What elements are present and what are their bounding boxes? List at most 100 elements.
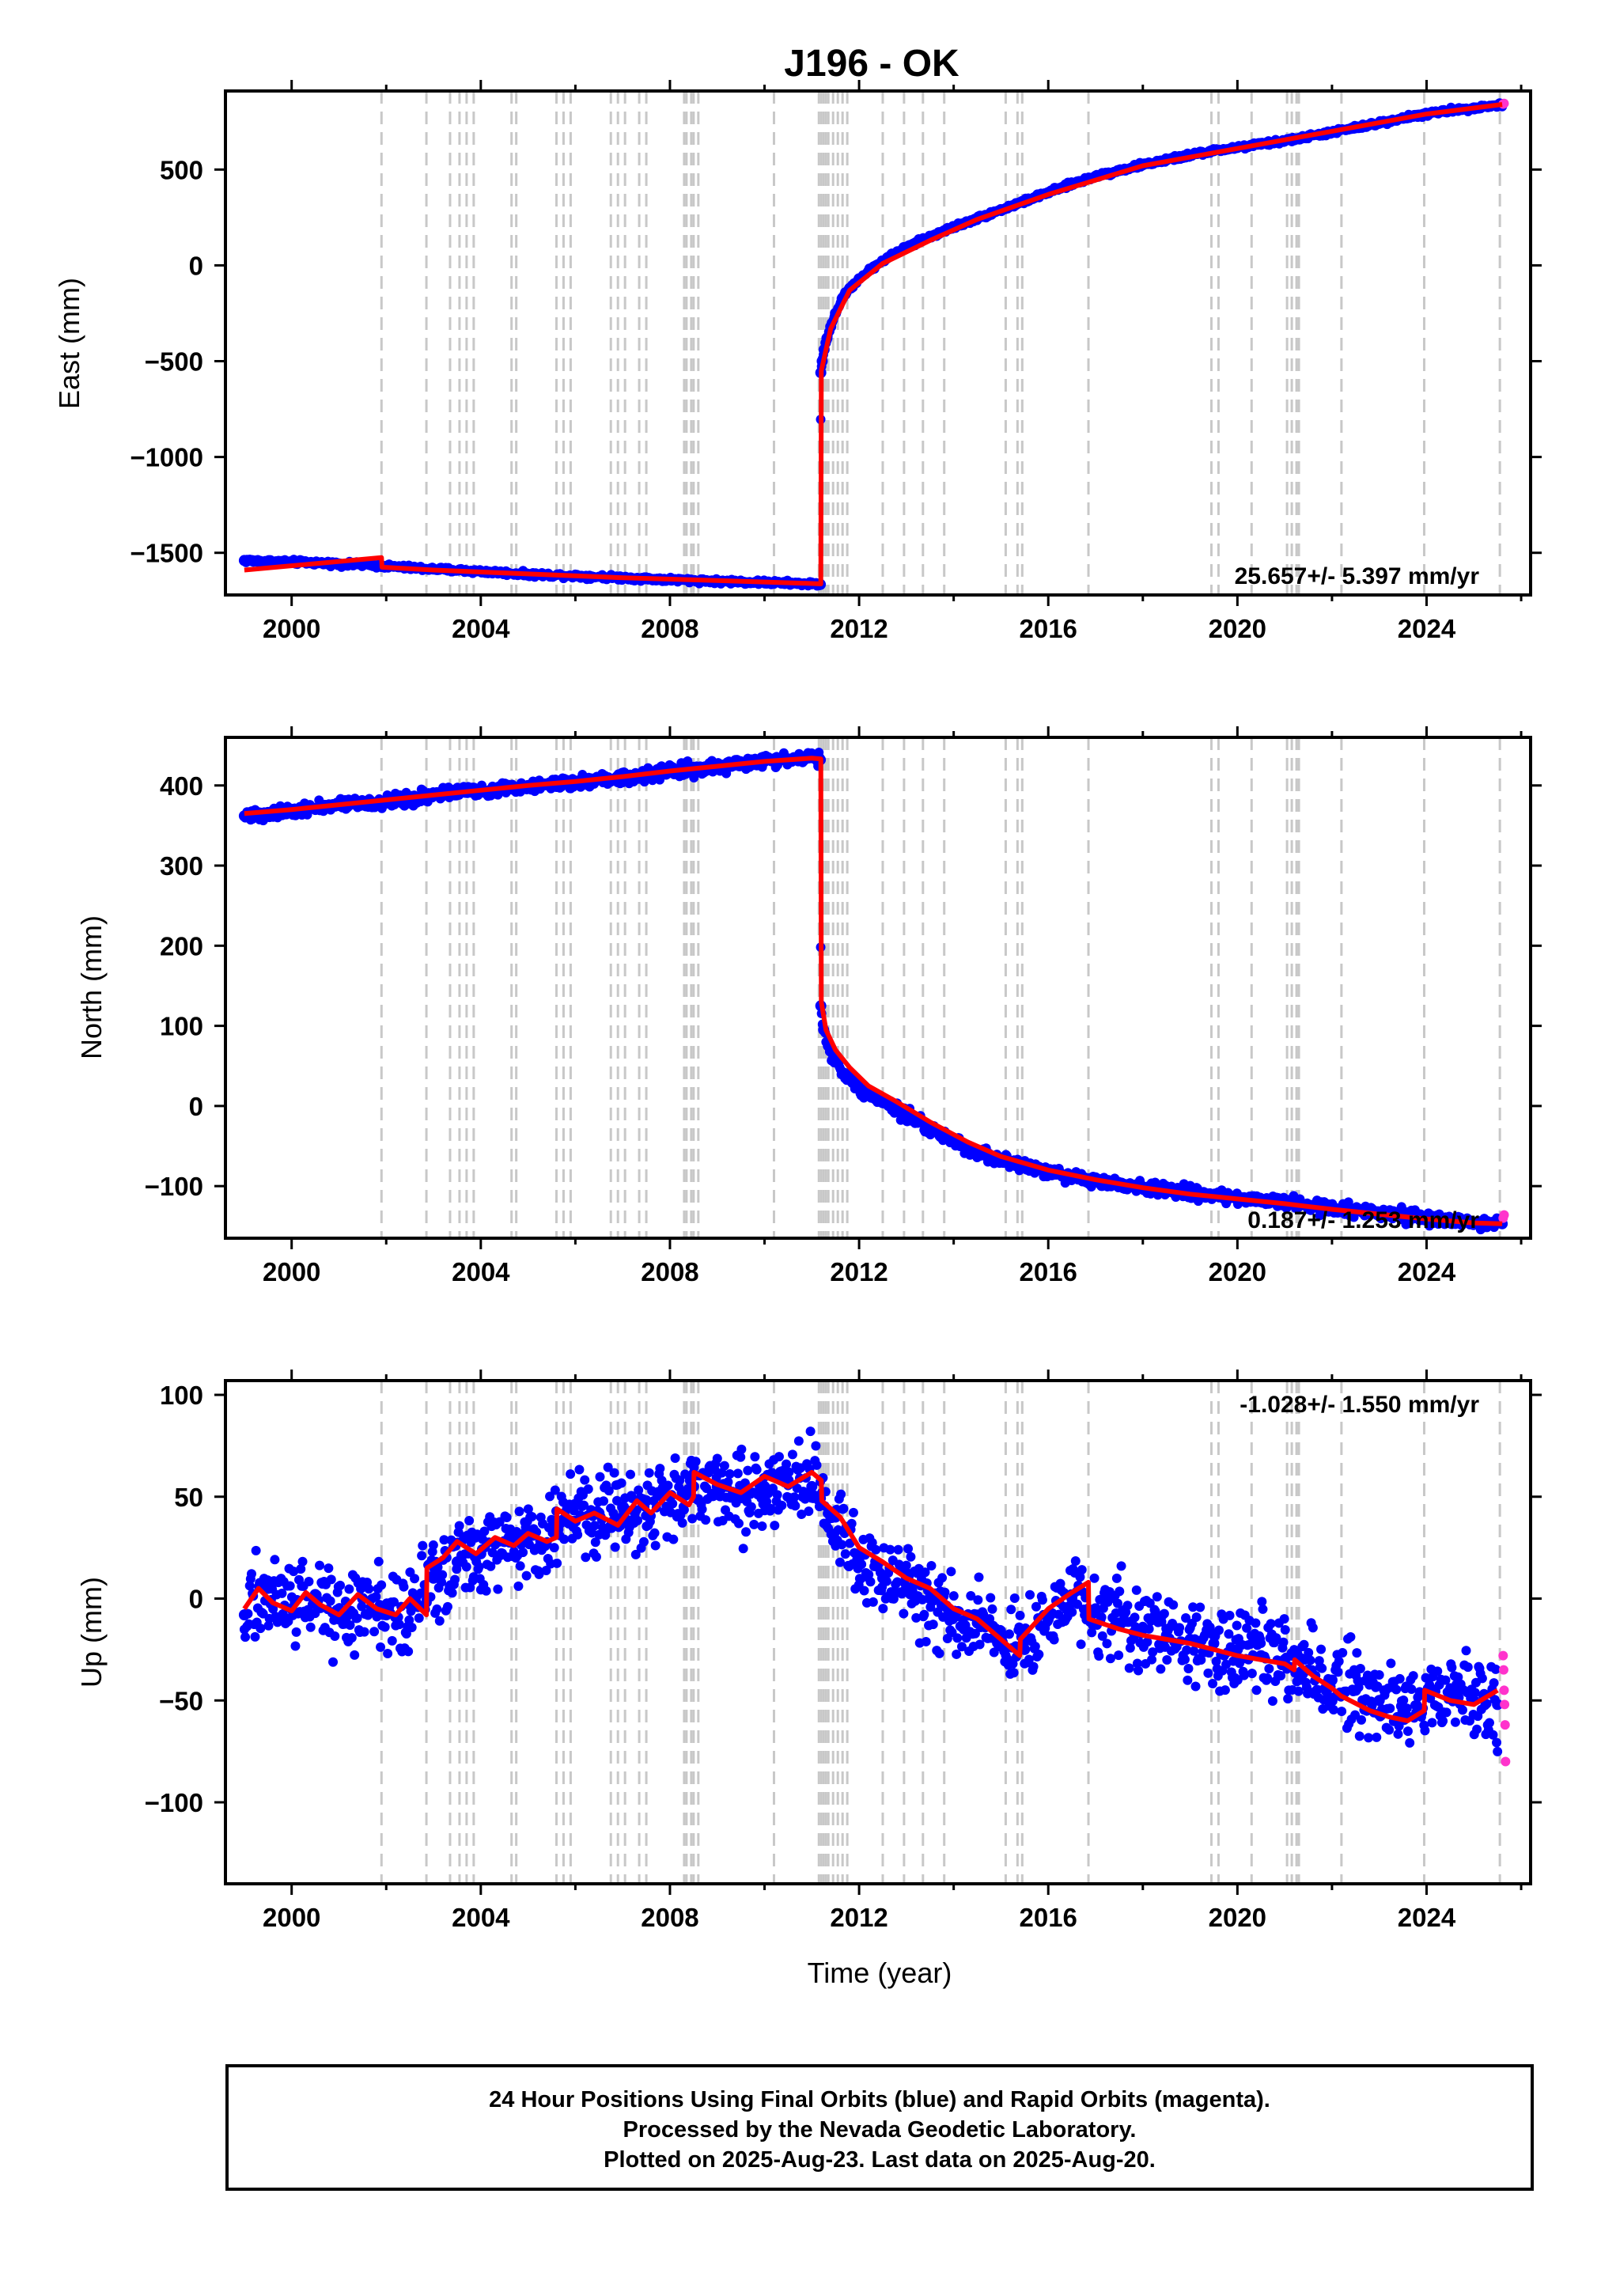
final-orbit-point: [515, 1561, 525, 1571]
final-orbit-point: [774, 1452, 784, 1462]
final-orbit-point: [1054, 1609, 1064, 1620]
y-tick-label: 100: [160, 1381, 203, 1410]
final-orbit-point: [1472, 1724, 1482, 1734]
final-orbit-point: [1447, 1662, 1457, 1673]
final-orbit-point: [1043, 1613, 1054, 1625]
final-orbit-point: [527, 1511, 537, 1521]
y-tick-label: 300: [160, 851, 203, 881]
final-orbit-point: [924, 1593, 936, 1605]
final-orbit-point: [749, 1519, 759, 1529]
x-tick-label: 2020: [1209, 1903, 1266, 1932]
x-tick-label: 2012: [830, 1903, 888, 1932]
x-tick-label: 2016: [1020, 614, 1077, 643]
final-orbit-point: [723, 1477, 733, 1487]
final-orbit-point: [1279, 1614, 1289, 1624]
y-tick-label: 50: [174, 1483, 203, 1512]
final-orbit-point: [523, 1504, 533, 1514]
final-orbit-point: [741, 1527, 751, 1537]
final-orbit-point: [787, 1449, 797, 1460]
final-orbit-point: [1316, 1644, 1327, 1654]
final-orbit-point: [1134, 1665, 1144, 1676]
final-orbit-point: [1354, 1731, 1364, 1741]
final-orbit-point: [1220, 1685, 1230, 1695]
final-orbit-point: [1130, 1612, 1140, 1623]
final-orbit-point: [885, 1544, 895, 1555]
final-orbit-point: [513, 1581, 524, 1591]
x-tick-label: 2000: [263, 1257, 320, 1286]
final-orbit-point: [1317, 1663, 1327, 1673]
final-orbit-point: [892, 1577, 903, 1587]
rapid-orbit-point: [1498, 1650, 1508, 1661]
final-orbit-point: [1477, 1673, 1487, 1684]
y-tick-label: 500: [160, 155, 203, 184]
final-orbit-point: [474, 1562, 484, 1572]
y-tick-label: 400: [160, 771, 203, 801]
final-orbit-point: [550, 1485, 560, 1495]
y-tick-label: −50: [159, 1686, 203, 1715]
final-orbit-point: [1405, 1737, 1415, 1748]
final-orbit-point: [853, 1552, 865, 1564]
final-orbit-point: [697, 1504, 707, 1514]
final-orbit-point: [1374, 1670, 1384, 1680]
final-orbit-point: [1280, 1624, 1290, 1635]
final-orbit-point: [1362, 1670, 1372, 1680]
east-model-line: [244, 102, 1503, 586]
final-orbit-point: [1346, 1631, 1356, 1642]
final-orbit-point: [770, 1521, 780, 1531]
final-orbit-point: [514, 1506, 524, 1517]
final-orbit-point: [357, 559, 369, 570]
final-orbit-point: [541, 1565, 551, 1575]
final-orbit-point: [899, 1608, 909, 1619]
final-orbit-point: [486, 1561, 496, 1571]
final-orbit-point: [996, 1625, 1006, 1635]
final-orbit-point: [1256, 1638, 1266, 1648]
final-orbit-point: [1190, 1681, 1201, 1692]
final-orbit-point: [579, 1500, 589, 1510]
final-orbit-point: [901, 1560, 911, 1570]
final-orbit-point: [345, 1620, 355, 1630]
final-orbit-point: [262, 1582, 274, 1594]
final-orbit-point: [1031, 1601, 1041, 1612]
x-tick-label: 2024: [1398, 1257, 1456, 1286]
final-orbit-point: [736, 1452, 746, 1462]
final-orbit-point: [1114, 1650, 1124, 1661]
final-orbit-point: [350, 1650, 360, 1660]
final-orbit-point: [238, 555, 250, 566]
y-tick-label: 100: [160, 1012, 203, 1041]
east-ticks: 2000 2004 2008 2012 2016 2020 2024 500 0 −500 −100…: [130, 80, 1542, 643]
north-data: [238, 747, 1509, 1235]
final-orbit-point: [970, 1628, 980, 1639]
final-orbit-point: [1247, 1669, 1257, 1679]
final-orbit-point: [590, 1537, 600, 1548]
final-orbit-point: [238, 1609, 250, 1621]
final-orbit-point: [1440, 1675, 1451, 1685]
final-orbit-point: [1211, 1656, 1221, 1666]
final-orbit-point: [1028, 1661, 1039, 1672]
final-orbit-point: [1357, 1714, 1367, 1725]
final-orbit-point: [609, 1468, 619, 1478]
final-orbit-point: [1251, 1618, 1261, 1628]
final-orbit-point: [948, 1136, 959, 1148]
final-orbit-point: [952, 1633, 963, 1643]
final-orbit-point: [1397, 1705, 1409, 1717]
final-orbit-point: [1075, 1572, 1085, 1582]
final-orbit-point: [900, 1582, 912, 1594]
final-orbit-point: [956, 1642, 967, 1652]
final-orbit-point: [573, 1529, 583, 1540]
final-orbit-point: [1162, 1654, 1172, 1665]
final-orbit-point: [920, 1567, 930, 1578]
final-orbit-point: [928, 1620, 938, 1630]
final-orbit-point: [655, 1464, 665, 1474]
north-step-lines: [380, 737, 1501, 1238]
final-orbit-point: [1208, 1679, 1218, 1689]
north-panel: 2000 2004 2008 2012 2016 2020 2024 400 300 200 100…: [145, 726, 1542, 1286]
up-rapid-orbit-points: [1498, 1650, 1511, 1767]
final-orbit-point: [1349, 1212, 1359, 1222]
y-tick-label: 0: [189, 1585, 203, 1614]
up-y-axis-label: Up (mm): [75, 1577, 108, 1688]
final-orbit-point: [399, 1582, 409, 1592]
x-axis-label: Time (year): [808, 1957, 952, 1989]
final-orbit-point: [373, 1556, 384, 1567]
final-orbit-point: [1305, 1655, 1315, 1665]
final-orbit-point: [934, 1648, 944, 1658]
